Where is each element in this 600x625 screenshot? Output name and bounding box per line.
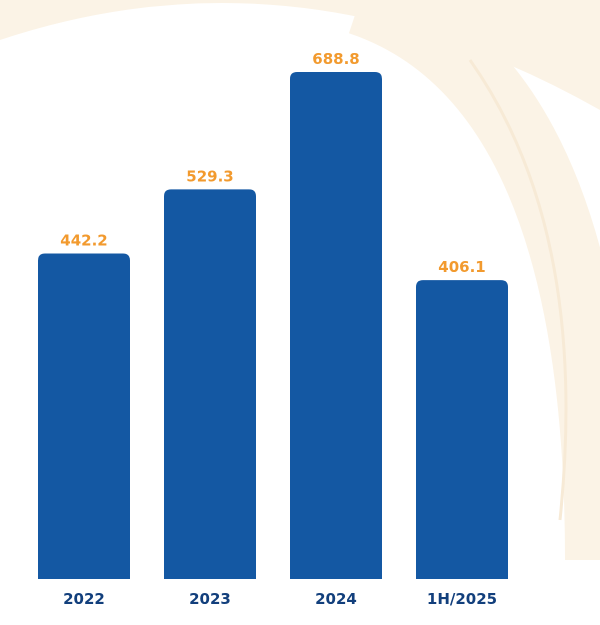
bar-1h-2025 [416,280,508,579]
category-label: 1H/2025 [427,590,497,608]
category-labels-group: 2022 2023 2024 1H/2025 [63,590,497,608]
background-arc-thin [468,59,568,521]
bar-2024 [290,72,382,579]
category-label: 2023 [189,590,231,608]
category-label: 2022 [63,590,105,608]
bar-2022 [38,253,130,579]
value-label: 442.2 [60,232,107,250]
bar-2023 [164,189,256,579]
category-label: 2024 [315,590,357,608]
value-label: 688.8 [312,50,359,68]
value-labels-group: 442.2 529.3 688.8 406.1 [60,50,485,276]
value-label: 406.1 [438,258,485,276]
bars-group [38,72,508,579]
background-arc-band [348,0,600,561]
value-label: 529.3 [186,167,233,185]
background-decoration [0,0,600,561]
